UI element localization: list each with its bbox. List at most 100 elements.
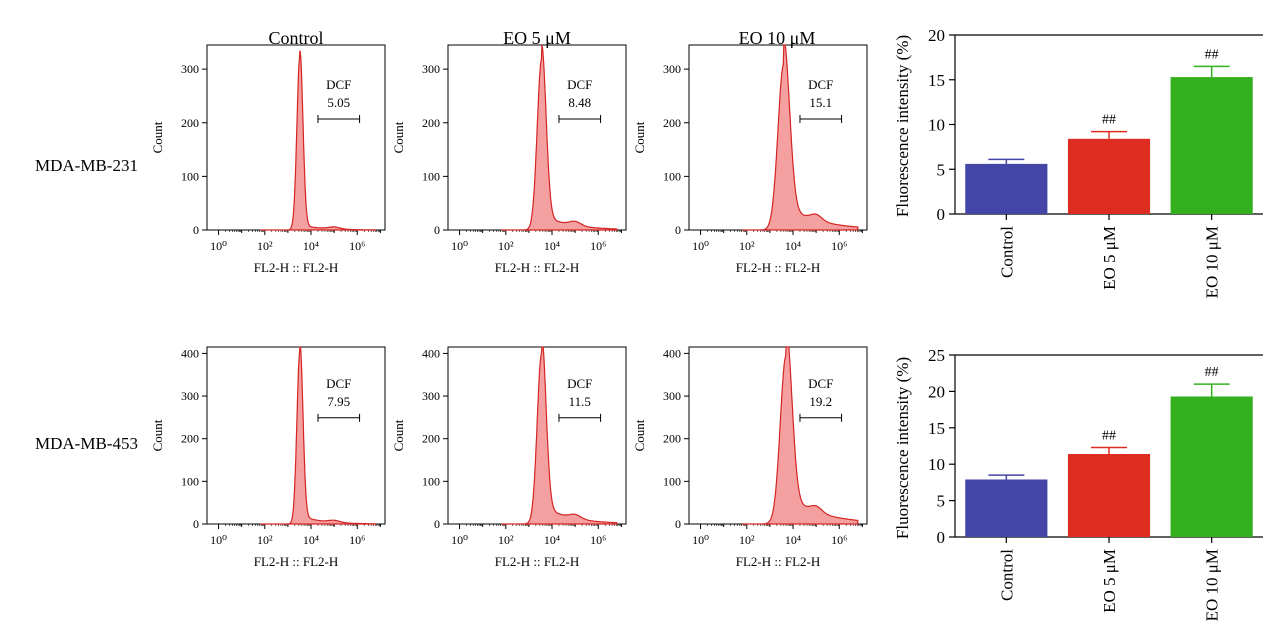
y-tick-label: 300 [422, 62, 440, 76]
y-tick-label: 0 [675, 223, 681, 237]
column-title-control: Control [268, 28, 323, 48]
y-tick-label: 100 [663, 474, 681, 488]
x-tick-label: 10⁰ [692, 239, 709, 253]
bar-y-tick-label: 20 [928, 382, 945, 401]
y-tick-label: 0 [434, 223, 440, 237]
gate-label: DCF [808, 376, 833, 391]
bar-y-tick-label: 0 [937, 205, 946, 224]
histogram-curve [501, 44, 618, 231]
x-tick-label: 10⁴ [303, 533, 319, 547]
x-tick-label: 10² [498, 533, 514, 547]
bar-y-tick-label: 10 [928, 455, 945, 474]
gate-label: DCF [808, 77, 833, 92]
bar-y-tick-label: 10 [928, 116, 945, 135]
gate-value: 15.1 [809, 95, 832, 110]
bar-chart-1-ylabel: Fluorescence intensity (%) [893, 35, 912, 217]
x-tick-label: 10⁴ [544, 533, 560, 547]
x-tick-label: 10⁰ [692, 533, 709, 547]
y-tick-label: 400 [181, 346, 199, 360]
y-tick-label: 200 [422, 116, 440, 130]
bar-y-tick-label: 15 [928, 71, 945, 90]
bar-category-label: EO 5 μM [1100, 549, 1119, 613]
x-axis-label: FL2-H :: FL2-H [736, 260, 821, 275]
bar [965, 479, 1048, 537]
bar-category-label: Control [997, 226, 1016, 278]
x-tick-label: 10⁶ [349, 533, 365, 547]
bar-y-tick-label: 20 [928, 26, 945, 45]
x-axis-label: FL2-H :: FL2-H [495, 554, 580, 569]
bar-category-label: Control [997, 549, 1016, 601]
y-tick-label: 300 [422, 389, 440, 403]
y-tick-label: 300 [663, 62, 681, 76]
x-tick-label: 10⁴ [785, 533, 801, 547]
column-title-eo5: EO 5 μM [503, 28, 571, 48]
histogram-curve [742, 346, 859, 525]
bar-y-tick-label: 0 [937, 528, 946, 547]
y-tick-label: 400 [422, 346, 440, 360]
y-tick-label: 0 [675, 517, 681, 531]
significance-label: ## [1102, 113, 1116, 128]
column-title-eo10: EO 10 μM [739, 28, 816, 48]
y-axis-label: Count [632, 419, 647, 451]
x-tick-label: 10⁰ [210, 533, 227, 547]
y-axis-label: Count [632, 121, 647, 153]
x-tick-label: 10² [739, 533, 755, 547]
gate-value: 19.2 [809, 394, 832, 409]
x-tick-label: 10² [498, 239, 514, 253]
row-label-2: MDA-MB-453 [35, 434, 138, 453]
x-tick-label: 10⁶ [590, 533, 606, 547]
y-tick-label: 100 [422, 169, 440, 183]
x-tick-label: 10² [257, 533, 273, 547]
y-axis-label: Count [150, 419, 165, 451]
y-tick-label: 0 [193, 517, 199, 531]
gate-value: 11.5 [569, 394, 591, 409]
bar [1170, 396, 1253, 537]
x-tick-label: 10⁶ [831, 239, 847, 253]
x-axis-label: FL2-H :: FL2-H [254, 260, 339, 275]
x-tick-label: 10⁴ [303, 239, 319, 253]
bar-chart-2-ylabel: Fluorescence intensity (%) [893, 357, 912, 539]
x-tick-label: 10⁶ [349, 239, 365, 253]
bar [1170, 77, 1253, 214]
y-tick-label: 300 [663, 389, 681, 403]
y-axis-label: Count [391, 419, 406, 451]
x-tick-label: 10⁶ [590, 239, 606, 253]
x-tick-label: 10⁰ [451, 533, 468, 547]
y-tick-label: 300 [181, 62, 199, 76]
bar-y-tick-label: 15 [928, 419, 945, 438]
bar-chart-mda-mb-231: Fluorescence intensity (%) 0 5 10 15 20 Contr… [893, 26, 1263, 298]
bar-category-label: EO 10 μM [1203, 549, 1222, 621]
y-tick-label: 100 [181, 474, 199, 488]
y-tick-label: 100 [181, 169, 199, 183]
bar-category-label: EO 10 μM [1203, 226, 1222, 298]
significance-label: ## [1102, 428, 1116, 443]
bar [965, 163, 1048, 214]
histogram-curve [501, 346, 618, 525]
bar-y-tick-label: 25 [928, 346, 945, 365]
x-tick-label: 10⁴ [785, 239, 801, 253]
gate-value: 5.05 [327, 95, 350, 110]
x-tick-label: 10² [739, 239, 755, 253]
x-tick-label: 10⁶ [831, 533, 847, 547]
y-tick-label: 200 [663, 116, 681, 130]
y-tick-label: 200 [181, 432, 199, 446]
histogram-curve [742, 44, 859, 231]
x-tick-label: 10² [257, 239, 273, 253]
gate-label: DCF [326, 376, 351, 391]
bar-y-tick-label: 5 [937, 492, 946, 511]
bar-category-label: EO 5 μM [1100, 226, 1119, 290]
y-tick-label: 0 [434, 517, 440, 531]
x-tick-label: 10⁴ [544, 239, 560, 253]
x-tick-label: 10⁰ [451, 239, 468, 253]
bar [1067, 454, 1151, 537]
y-tick-label: 0 [193, 223, 199, 237]
bar-y-tick-label: 5 [937, 160, 946, 179]
y-axis-label: Count [150, 121, 165, 153]
